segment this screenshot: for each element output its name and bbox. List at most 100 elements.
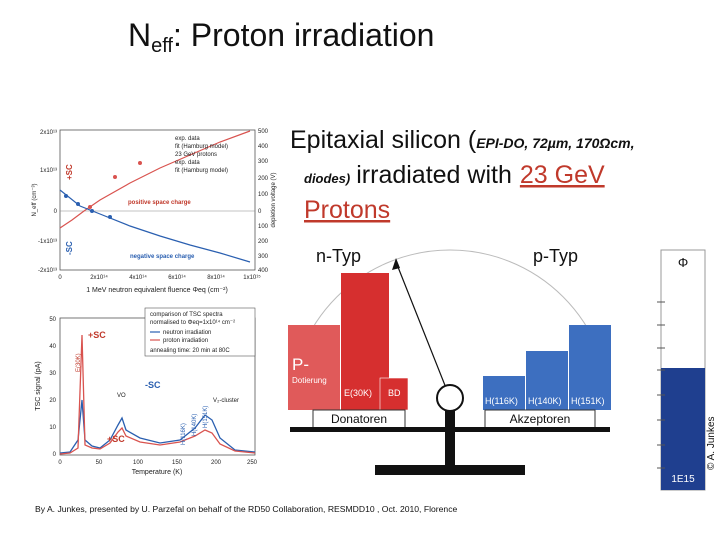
- y-tick-label: 0: [53, 452, 57, 458]
- y2-tick-label: 100: [258, 192, 269, 198]
- x-ticks: 0 50 100 150 200 250: [58, 460, 257, 466]
- bar-label: H(140K): [528, 396, 562, 406]
- x-tick-label: 50: [96, 460, 103, 466]
- legend-entry: annealing time: 20 min at 80C: [150, 348, 230, 354]
- y-tick-label: 30: [49, 371, 56, 377]
- legend-entry: normalised to Φeq=1x10¹⁴ cm⁻²: [150, 319, 235, 326]
- x-tick-label: 100: [133, 460, 144, 466]
- y-tick-label: 50: [49, 317, 56, 323]
- x-tick-label: 200: [211, 460, 222, 466]
- plot-frame: [59, 129, 256, 271]
- pivot: [436, 384, 464, 412]
- x-tick-label: 2x10¹⁴: [90, 274, 108, 281]
- legend-entry: exp. data: [175, 160, 200, 166]
- y2-tick-label: 400: [258, 268, 269, 274]
- y2-tick-label: 0: [258, 209, 262, 215]
- title-main: N: [128, 17, 151, 53]
- bar-label: P-: [292, 355, 309, 374]
- bar-fill: [661, 368, 705, 490]
- legend-entry: 23 GeV protons: [175, 152, 217, 158]
- y2-tick-label: 300: [258, 254, 269, 260]
- x-ticks: 0 2x10¹⁴ 4x10¹⁴ 6x10¹⁴ 8x10¹⁴ 1x10¹⁵: [58, 274, 261, 281]
- pointer-head: [392, 258, 400, 270]
- legend-box: [144, 307, 256, 357]
- bar-ticks: [657, 301, 665, 469]
- description-line: Epitaxial silicon (EPI-DO, 72µm, 170Ωcm,: [290, 126, 634, 154]
- description-highlight: 23 GeV: [520, 161, 605, 189]
- bar-label: Dotierung: [292, 376, 327, 385]
- pointer: [395, 261, 451, 399]
- blue-points: [64, 194, 112, 219]
- y2-tick-label: 500: [258, 129, 269, 135]
- y-axis-label: TSC signal (pA): [35, 361, 42, 410]
- bar-label: H(151K): [571, 396, 605, 406]
- legend-entry: proton irradiation: [163, 338, 208, 344]
- annotation: +SC: [65, 164, 74, 180]
- annotation: positive space charge: [128, 200, 191, 206]
- legend-entry: fit (Hamburg model): [175, 144, 228, 150]
- blue-curve: [59, 399, 256, 454]
- annotation: +SC: [107, 434, 125, 444]
- description-text: irradiated with: [356, 161, 512, 189]
- copyright: © A. Junkes: [706, 416, 717, 470]
- y-ticks: 50 40 30 20 10 0: [49, 317, 56, 458]
- annotation: -SC: [65, 241, 74, 255]
- annotation: H(116K): [181, 423, 187, 445]
- description-text: Epitaxial silicon (: [290, 126, 477, 154]
- y-tick-label: 40: [49, 344, 56, 350]
- scale-label: n-Typ: [316, 246, 361, 266]
- bar-label: H(116K): [485, 396, 518, 406]
- y2-tick-label: 100: [258, 224, 269, 230]
- blue-fit: [59, 189, 251, 263]
- description-detail: diodes): [304, 171, 350, 186]
- bar-label: E(30K): [344, 388, 372, 398]
- x-tick-label: 0: [58, 275, 62, 281]
- annotation: negative space charge: [130, 254, 195, 260]
- description-highlight: Protons: [304, 196, 390, 224]
- description-line: diodes) irradiated with 23 GeV: [304, 161, 605, 189]
- box-label: Donatoren: [331, 412, 387, 426]
- legend: exp. data fit (Hamburg model) 23 GeV pro…: [175, 136, 228, 174]
- plot-neff: 2x10¹³ 1x10¹³ 0 -1x10¹³ -2x10¹³ 500 400 …: [32, 129, 277, 294]
- annotation: V₂-cluster: [213, 398, 239, 404]
- red-curve: [59, 334, 256, 455]
- bar-p: [288, 325, 340, 410]
- annotation: -SC: [145, 380, 161, 390]
- bar-label: BD: [388, 388, 401, 398]
- x-tick-label: 6x10¹⁴: [168, 274, 186, 281]
- description-detail: EPI-DO, 72µm, 170Ωcm,: [476, 135, 634, 151]
- x-tick-label: 0: [58, 460, 62, 466]
- y-tick-label: 0: [54, 209, 58, 215]
- y-axis-label: N_eff (cm⁻³): [32, 183, 38, 216]
- x-tick-label: 1x10¹⁵: [243, 274, 261, 281]
- plot-tsc: 50 40 30 20 10 0 0 50 100 150 200 250 Te…: [35, 307, 258, 476]
- box-label: Akzeptoren: [510, 412, 571, 426]
- y-tick-label: -2x10¹³: [38, 268, 57, 274]
- balance-diagram: n-Typ p-Typ P- Dotierung E(30K) BD H(116…: [288, 246, 611, 475]
- annotation: E(30K): [76, 353, 82, 372]
- legend-entry: neutron irradiation: [163, 330, 211, 336]
- y2-tick-label: 200: [258, 239, 269, 245]
- bar-symbol: Φ: [678, 255, 688, 270]
- bar-h140: [526, 351, 568, 410]
- y2-axis-label: depletion voltage (V): [271, 172, 277, 227]
- y-tick-label: 20: [49, 398, 56, 404]
- red-fit: [59, 130, 251, 229]
- title-subscript: eff: [151, 35, 173, 57]
- y2-ticks: 500 400 300 200 100 0 100 200 300 400: [258, 129, 269, 274]
- x-axis-label: 1 MeV neutron equivalent fluence Φeq (cm…: [86, 287, 228, 294]
- legend-entry: exp. data: [175, 136, 200, 142]
- title-rest: : Proton irradiation: [173, 17, 434, 53]
- stand: [445, 411, 455, 467]
- y2-tick-label: 300: [258, 159, 269, 165]
- footer: By A. Junkes, presented by U. Parzefal o…: [35, 504, 457, 514]
- fluence-bar: Φ 1E15 © A. Junkes: [657, 249, 717, 491]
- x-tick-label: 8x10¹⁴: [207, 274, 225, 281]
- y-tick-label: -1x10¹³: [38, 239, 57, 245]
- legend-entry: fit (Hamburg model): [175, 168, 228, 174]
- stand-base: [375, 465, 525, 475]
- title: Neff: Proton irradiation: [128, 17, 434, 57]
- annotation: VO: [117, 393, 126, 399]
- bar-h116: [483, 376, 525, 410]
